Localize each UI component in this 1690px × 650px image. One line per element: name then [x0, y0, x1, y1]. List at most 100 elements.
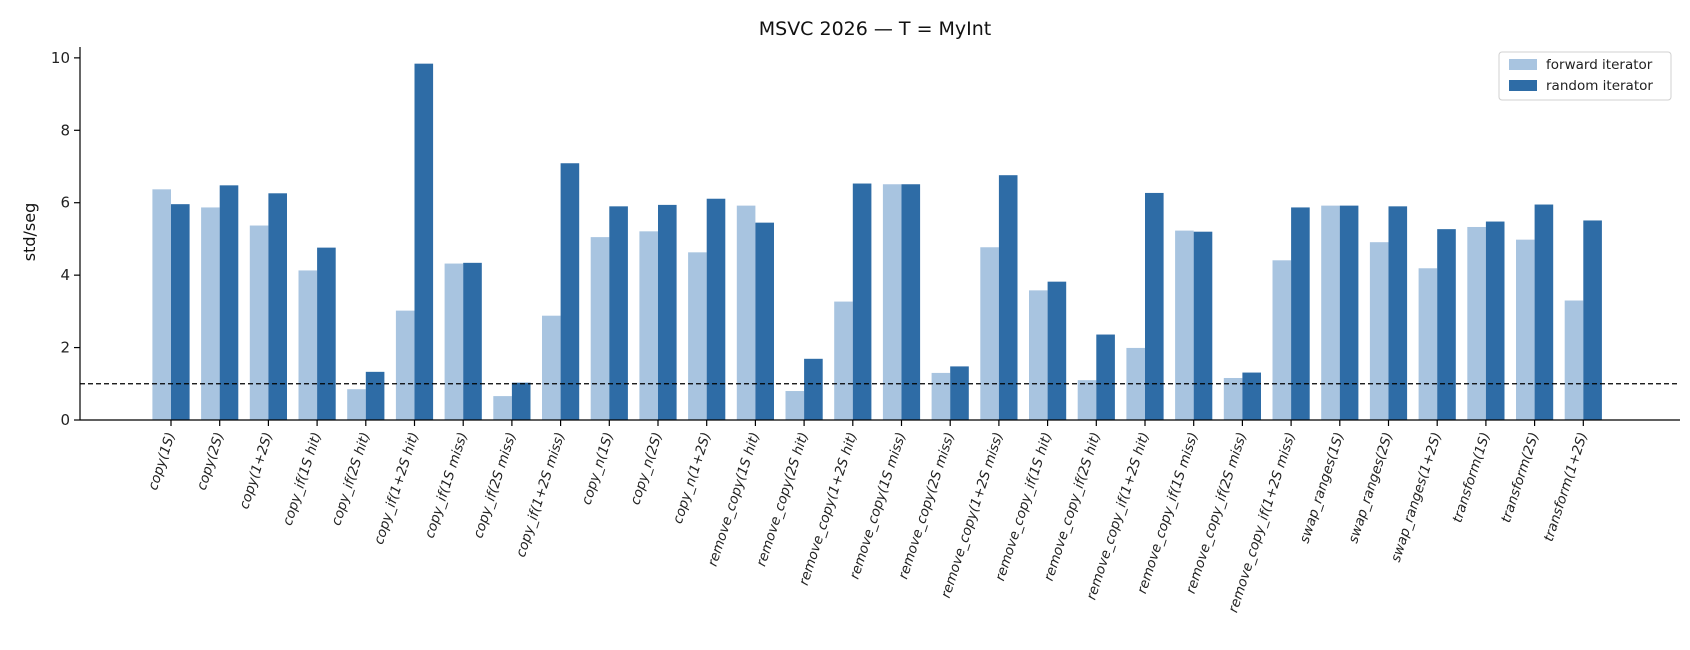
x-tick-label: swap_ranges(1+2S) — [1388, 430, 1445, 564]
x-tick-label: remove_copy(2S miss) — [895, 430, 958, 581]
bar-forward — [1369, 242, 1389, 420]
bar-forward — [1126, 347, 1145, 420]
y-tick-label: 4 — [60, 266, 70, 284]
bar-random — [171, 204, 190, 420]
bar-random — [901, 184, 921, 420]
bar-forward — [1175, 230, 1194, 420]
bar-random — [511, 382, 531, 420]
bar-forward — [249, 225, 269, 420]
x-tick-label: copy_n(2S) — [627, 430, 665, 507]
bar-random — [1339, 205, 1359, 420]
bar-random — [219, 185, 239, 420]
bar-forward — [1077, 380, 1097, 420]
bars-group — [152, 63, 1602, 420]
bar-random — [1047, 281, 1067, 420]
x-tick-label: copy_if(1S hit) — [280, 430, 325, 527]
bar-forward — [1418, 268, 1438, 420]
bar-random — [365, 371, 385, 420]
bar-random — [998, 175, 1018, 420]
x-tick-label: copy_n(1S) — [579, 430, 617, 507]
x-tick-label: copy(2S) — [194, 430, 228, 492]
legend: forward iterator random iterator — [1498, 51, 1672, 101]
x-tick-label: remove_copy(1S miss) — [847, 430, 910, 581]
legend-label: random iterator — [1546, 78, 1653, 94]
bar-forward — [395, 310, 415, 420]
bar-forward — [493, 396, 512, 420]
x-tick-label: copy_if(1+2S hit) — [371, 430, 422, 546]
x-tick-label: transform(2S) — [1498, 430, 1542, 524]
y-axis-label: std/seg — [20, 203, 39, 262]
x-tick-label: swap_ranges(2S) — [1345, 430, 1396, 545]
bar-random — [658, 204, 677, 420]
x-tick-label: transform(1S) — [1449, 430, 1493, 524]
bar-forward — [785, 391, 805, 420]
bar-random — [1437, 229, 1456, 420]
x-tick-label: remove_copy(1S hit) — [705, 430, 764, 568]
y-tick-label: 0 — [60, 411, 70, 429]
bar-forward — [590, 237, 610, 420]
bar-random — [1096, 334, 1115, 420]
bar-forward — [639, 231, 658, 420]
bar-forward — [834, 301, 853, 420]
chart-title: MSVC 2026 — T = MyInt — [759, 18, 992, 40]
bar-forward — [980, 247, 999, 420]
y-tick-label: 10 — [51, 49, 70, 67]
bar-random — [1145, 192, 1164, 420]
bar-random — [1583, 220, 1602, 420]
bar-forward — [542, 315, 561, 420]
y-ticks-group: 0 2 4 6 8 10 — [51, 49, 80, 429]
x-tick-label: copy_if(2S miss) — [470, 430, 519, 540]
bar-random — [463, 262, 482, 420]
bar-random — [804, 358, 823, 420]
x-tick-label: copy_n(1+2S) — [670, 430, 715, 525]
y-tick-label: 6 — [60, 194, 70, 212]
bar-random — [755, 222, 774, 420]
bar-forward — [1029, 290, 1048, 420]
bar-forward — [347, 389, 366, 420]
bar-random — [1534, 204, 1554, 420]
bar-random — [852, 183, 872, 420]
y-tick-label: 8 — [60, 121, 70, 139]
x-tick-label: transform(1+2S) — [1541, 430, 1591, 543]
axes-group — [79, 47, 1680, 421]
bar-forward — [1467, 226, 1486, 420]
bar-forward — [152, 189, 171, 420]
legend-swatch — [1509, 59, 1537, 70]
bar-forward — [298, 270, 318, 420]
bar-random — [268, 193, 287, 420]
bar-forward — [1272, 260, 1292, 420]
x-tick-label: copy_if(1+2S miss) — [513, 430, 569, 559]
bar-random — [609, 206, 628, 420]
bar-forward — [444, 263, 464, 420]
bar-random — [1193, 231, 1213, 420]
x-tick-label: swap_ranges(1S) — [1297, 430, 1348, 545]
bar-forward — [931, 372, 951, 420]
bar-forward — [688, 252, 707, 420]
x-tick-label: copy_if(2S hit) — [328, 430, 373, 527]
x-tick-label: copy(1+2S) — [236, 430, 276, 511]
legend-label: forward iterator — [1546, 57, 1653, 73]
bar-random — [1388, 206, 1408, 420]
bar-forward — [1223, 377, 1243, 420]
bar-random — [414, 63, 434, 420]
x-tick-label: copy_if(1S miss) — [422, 430, 471, 540]
bar-forward — [736, 205, 756, 420]
bar-random — [560, 163, 580, 420]
bar-random — [317, 247, 336, 420]
x-tick-label: remove_copy(2S hit) — [753, 430, 812, 568]
y-tick-label: 2 — [60, 339, 70, 357]
x-tick-label: copy(1S) — [145, 430, 179, 492]
bar-random — [1291, 207, 1310, 420]
x-ticks-group: copy(1S) copy(2S) copy(1+2S) copy_if(1S hit… — [145, 420, 1591, 615]
bar-forward — [1321, 205, 1340, 420]
bar-random — [950, 366, 969, 420]
bar-random — [1242, 372, 1261, 420]
bar-random — [1485, 221, 1505, 420]
legend-swatch — [1509, 80, 1537, 91]
bar-forward — [882, 184, 902, 420]
bar-forward — [1516, 239, 1535, 420]
bar-forward — [201, 207, 220, 420]
bar-random — [706, 198, 726, 420]
legend-box — [1498, 51, 1672, 101]
